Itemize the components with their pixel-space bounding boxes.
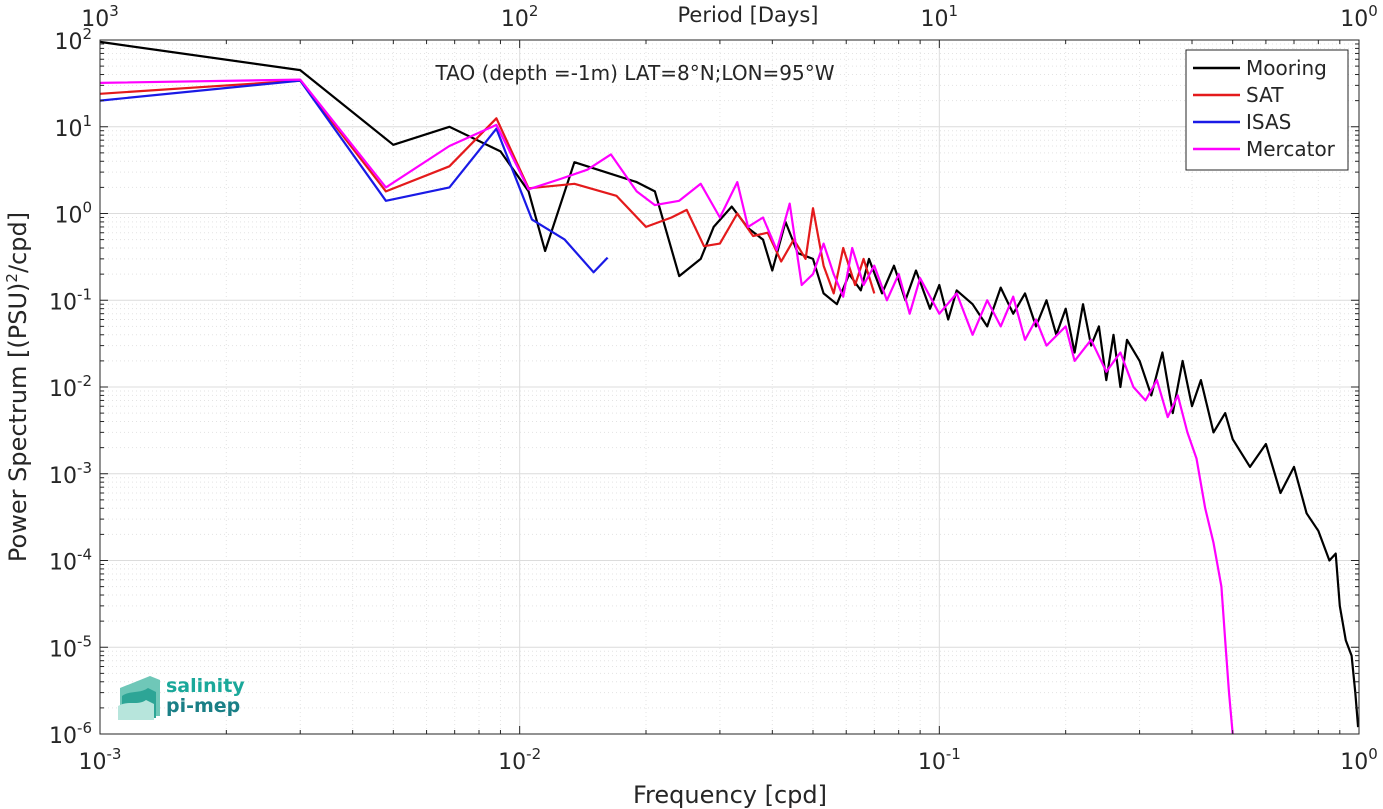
series-line-mooring: [99, 40, 1360, 728]
legend-label-sat: SAT: [1246, 83, 1284, 107]
y-axis-label-superscript: 2: [3, 273, 21, 283]
y-tick-label: 10-3: [49, 459, 92, 489]
series-lines: [99, 40, 1360, 735]
salinity-pimep-logo: salinity pi-mep: [118, 675, 245, 720]
y-tick-label: 100: [54, 199, 92, 229]
x-tick-label: 10-3: [79, 745, 122, 775]
y-tick-label: 102: [54, 25, 92, 55]
x-tick-label: 10-2: [498, 745, 541, 775]
legend-label-mooring: Mooring: [1246, 56, 1327, 80]
y-tick-label: 10-2: [49, 372, 92, 402]
logo-text-line1: salinity: [166, 675, 245, 697]
x-axis-label: Frequency [cpd]: [633, 781, 827, 809]
series-line-sat: [99, 79, 876, 295]
legend-label-isas: ISAS: [1246, 110, 1291, 134]
logo-mark-icon: [118, 676, 160, 720]
series-line-isas: [99, 79, 609, 274]
chart-title: TAO (depth =-1m) LAT=8°N;LON=95°W: [434, 61, 834, 85]
y-axis-label-tail: /cpd]: [4, 212, 32, 273]
top-tick-label: 102: [501, 2, 539, 32]
y-tick-label: 10-4: [49, 546, 92, 576]
y-tick-label: 10-1: [49, 285, 92, 315]
y-axis-label: Power Spectrum [(PSU)2/cpd]: [3, 212, 32, 562]
x-tick-label: 10-1: [918, 745, 961, 775]
top-tick-label: 100: [1340, 2, 1378, 32]
top-tick-label: 103: [81, 2, 119, 32]
top-tick-label: 101: [921, 2, 959, 32]
series-line-mercator: [99, 78, 1234, 735]
legend-label-mercator: Mercator: [1246, 137, 1336, 161]
y-tick-label: 10-6: [49, 719, 92, 749]
legend: Mooring SAT ISAS Mercator: [1185, 49, 1349, 171]
y-tick-label: 101: [54, 112, 92, 142]
logo-text-line2: pi-mep: [166, 695, 240, 717]
grid: [99, 40, 1359, 735]
top-axis-label: Period [Days]: [678, 3, 819, 27]
y-tick-label: 10-5: [49, 632, 92, 662]
x-tick-label: 100: [1340, 745, 1378, 775]
y-axis-label-main: Power Spectrum [(PSU): [4, 283, 32, 562]
